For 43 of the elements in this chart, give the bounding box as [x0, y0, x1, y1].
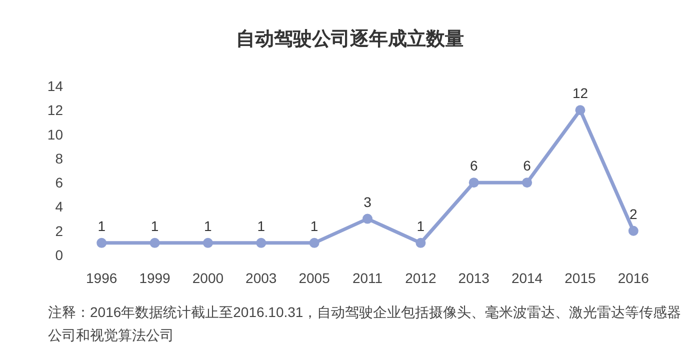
- point: [468, 178, 479, 188]
- data-label: 6: [470, 158, 478, 174]
- y-tick-label: 2: [55, 222, 64, 239]
- y-tick-label: 10: [47, 126, 64, 142]
- y-tick-label: 14: [47, 78, 64, 94]
- x-tick-label: 2015: [564, 270, 596, 286]
- point: [150, 238, 160, 248]
- x-tick-label: 2013: [458, 270, 490, 286]
- chart-title: 自动驾驶公司逐年成立数量: [235, 28, 465, 52]
- point: [256, 238, 266, 248]
- y-tick-label: 12: [47, 102, 64, 118]
- data-label: 1: [416, 218, 425, 234]
- point: [628, 226, 638, 236]
- x-tick-label: 2012: [405, 270, 436, 286]
- x-tick-label: 1996: [86, 270, 118, 286]
- y-tick-label: 0: [55, 247, 64, 263]
- data-label: 1: [257, 218, 266, 234]
- data-label: 3: [364, 194, 372, 210]
- data-label: 2: [630, 206, 638, 222]
- data-label: 12: [572, 85, 588, 102]
- point: [362, 214, 372, 224]
- x-tick-label: 2003: [246, 270, 277, 286]
- x-tick-label: 2011: [352, 270, 383, 286]
- x-tick-label: 1999: [139, 270, 171, 286]
- point: [575, 105, 586, 116]
- y-tick-label: 8: [55, 150, 64, 166]
- text: 注释：2016年数据统计截止至2016.10.31，自动驾驶企业包括摄像头、毫米波雷达、激光雷达等传感器公司和视觉算法公司: [48, 303, 682, 345]
- point: [96, 238, 107, 248]
- y-tick-label: 4: [55, 198, 64, 215]
- point: [522, 178, 532, 188]
- point: [309, 238, 320, 248]
- y-tick-label: 6: [55, 174, 64, 191]
- data-label: 1: [310, 218, 318, 234]
- data-label: 1: [98, 218, 106, 234]
- data-label: 1: [204, 218, 212, 234]
- data-label: 1: [150, 218, 159, 234]
- point: [202, 238, 213, 248]
- x-tick-label: 2016: [618, 270, 650, 286]
- x-tick-label: 2014: [511, 270, 543, 286]
- x-tick-label: 2000: [192, 270, 224, 286]
- x-tick-label: 2005: [298, 270, 330, 286]
- data-label: 6: [523, 158, 532, 174]
- point: [416, 238, 426, 248]
